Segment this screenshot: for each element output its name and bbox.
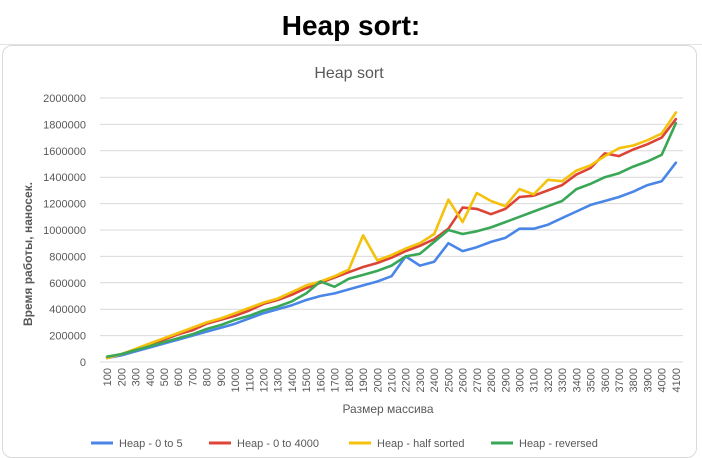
- x-tick-label: 1600: [315, 368, 327, 392]
- x-tick-label: 1300: [273, 368, 285, 392]
- x-tick-label: 2000: [372, 368, 384, 392]
- series-layer: [105, 111, 678, 360]
- legend: Heap - 0 to 5 Heap - 0 to 4000 Heap - half…: [91, 438, 598, 450]
- x-tick-label: 3500: [586, 368, 598, 392]
- y-tick-label: 1000000: [43, 225, 86, 237]
- x-tick-label: 3400: [571, 368, 583, 392]
- series-line-1[interactable]: [105, 161, 678, 360]
- x-tick-label: 3900: [642, 368, 654, 392]
- legend-entry: Heap - reversed: [519, 438, 598, 450]
- x-tick-label: 200: [116, 368, 128, 386]
- chart-title: Heap sort: [314, 65, 384, 82]
- heap-sort-chart: Heap sort Время работы, наносек. Размер …: [21, 65, 683, 450]
- y-tick-label: 1800000: [43, 119, 86, 131]
- x-tick-label: 3200: [543, 368, 555, 392]
- x-tick-label: 400: [145, 368, 157, 386]
- y-tick-label: 600000: [49, 278, 86, 290]
- x-tick-label: 4000: [657, 368, 669, 392]
- y-tick-label: 1600000: [43, 146, 86, 158]
- x-tick-label: 3000: [514, 368, 526, 392]
- y-tick-label: 1400000: [43, 172, 86, 184]
- legend-entry: Heap - half sorted: [377, 438, 464, 450]
- x-tick-label: 900: [216, 368, 228, 386]
- x-tick-label: 2100: [387, 368, 399, 392]
- x-tick-label: 1500: [301, 368, 313, 392]
- x-tick-label: 3800: [628, 368, 640, 392]
- x-tick-label: 1900: [358, 368, 370, 392]
- legend-entry: Heap - 0 to 5: [119, 438, 183, 450]
- legend-entry: Heap - 0 to 4000: [237, 438, 319, 450]
- x-tick-label: 2400: [429, 368, 441, 392]
- y-tick-label: 800000: [49, 251, 86, 263]
- x-tick-label: 4100: [671, 368, 683, 392]
- chart-frame[interactable]: Heap sort Время работы, наносек. Размер …: [2, 45, 697, 458]
- x-tick-label: 300: [131, 368, 143, 386]
- x-tick-label: 2300: [415, 368, 427, 392]
- x-tick-label: 1700: [330, 368, 342, 392]
- sheet-gridline: [0, 44, 702, 45]
- x-tick-label: 1800: [344, 368, 356, 392]
- x-tick-label: 2800: [486, 368, 498, 392]
- x-tick-label: 2500: [443, 368, 455, 392]
- x-tick-label: 100: [102, 368, 114, 386]
- series-line-2[interactable]: [105, 117, 678, 360]
- y-tick-label: 2000000: [43, 93, 86, 105]
- tick-layer: 0 200000 400000 600000 800000 1000000 1200000 1…: [43, 93, 683, 392]
- x-axis-title: Размер массива: [342, 402, 433, 416]
- x-tick-label: 800: [202, 368, 214, 386]
- series-line-4[interactable]: [105, 121, 678, 359]
- x-tick-label: 1000: [230, 368, 242, 392]
- x-tick-label: 1200: [259, 368, 271, 392]
- y-tick-label: 200000: [49, 331, 86, 343]
- x-tick-label: 2600: [458, 368, 470, 392]
- x-tick-label: 3100: [529, 368, 541, 392]
- y-tick-label: 400000: [49, 304, 86, 316]
- x-tick-label: 700: [187, 368, 199, 386]
- x-tick-label: 3700: [614, 368, 626, 392]
- x-tick-label: 1100: [244, 368, 256, 392]
- x-tick-label: 3300: [557, 368, 569, 392]
- y-tick-label: 1200000: [43, 199, 86, 211]
- y-tick-label: 0: [80, 357, 86, 369]
- series-line-3[interactable]: [105, 111, 678, 360]
- x-tick-label: 2200: [401, 368, 413, 392]
- x-tick-label: 2700: [472, 368, 484, 392]
- x-tick-label: 600: [173, 368, 185, 386]
- x-tick-label: 3600: [600, 368, 612, 392]
- page-heading: Heap sort:: [281, 10, 421, 41]
- x-tick-label: 500: [159, 368, 171, 386]
- y-axis-title: Время работы, наносек.: [21, 182, 35, 326]
- x-tick-label: 1400: [287, 368, 299, 392]
- x-tick-label: 2900: [500, 368, 512, 392]
- grid-layer: [100, 97, 683, 363]
